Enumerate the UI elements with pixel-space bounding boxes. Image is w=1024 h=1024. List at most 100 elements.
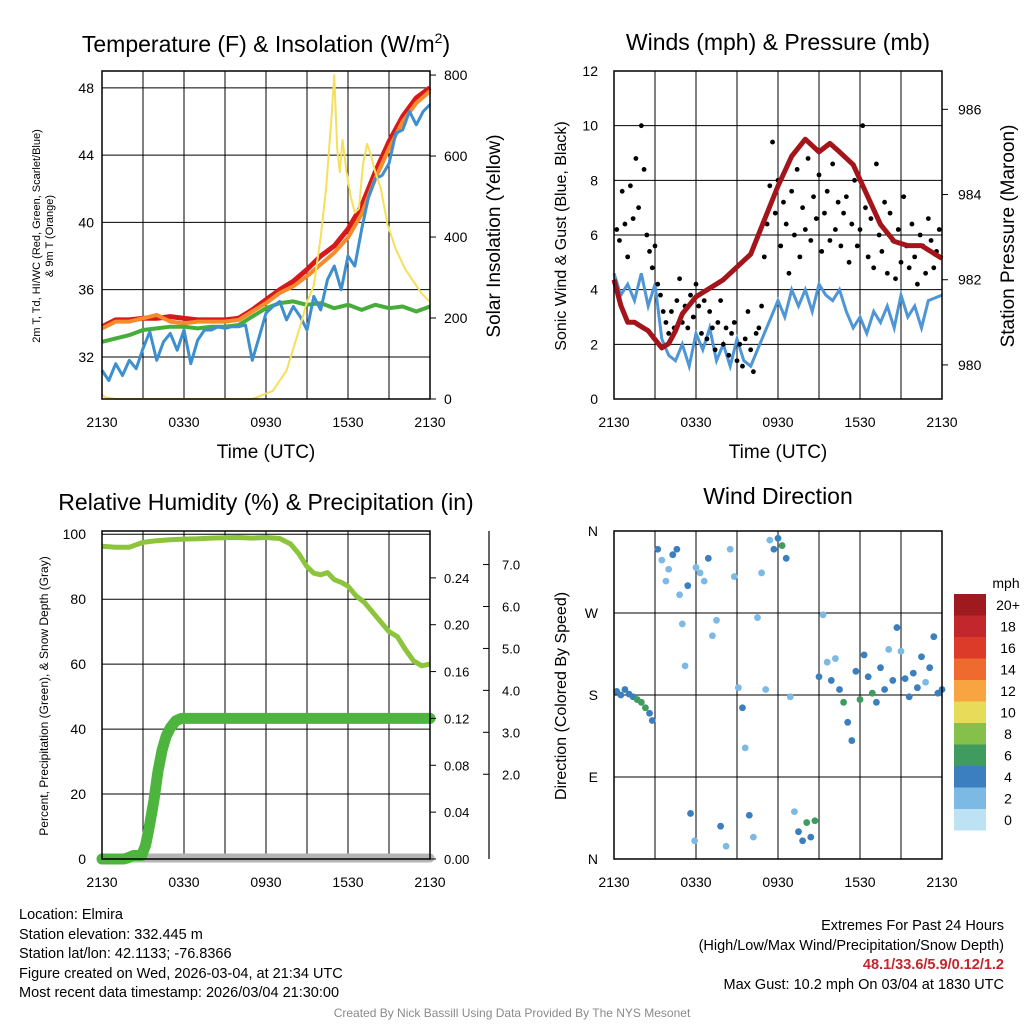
humidity-ylabel: Percent, Precipitation (Green), & Snow D… <box>37 556 51 835</box>
gust-point <box>789 188 795 194</box>
gust-point <box>663 320 669 325</box>
gust-point <box>813 216 819 222</box>
direction-point <box>687 810 694 817</box>
humidity-line <box>101 535 431 669</box>
solar-y2-tick-label: 600 <box>444 148 468 164</box>
solar-y2-tick-label: 800 <box>444 67 468 83</box>
gust-point <box>710 325 715 331</box>
gust-point <box>797 254 803 260</box>
wind-series <box>611 123 944 375</box>
colorbar-swatch <box>954 723 986 745</box>
direction-point <box>704 554 712 562</box>
snow-y3-tick-label: 6.0 <box>502 599 520 614</box>
colorbar-swatch <box>954 594 986 616</box>
rh-x-tick-label: 0930 <box>250 874 281 890</box>
direction-point <box>909 669 917 677</box>
gust-point <box>660 309 666 314</box>
wind-speed-line <box>612 272 943 373</box>
wind-x-tick-label: 2130 <box>926 414 957 430</box>
gust-point <box>816 172 822 178</box>
temperature-ylabel-line-1: 2m T, Td, HI/WC (Red, Green, Scarlet/Blu… <box>31 129 43 343</box>
direction-point <box>745 811 753 819</box>
direction-point <box>658 556 666 564</box>
direction-point <box>700 577 708 585</box>
wind-panel: Winds (mph) & Pressure (mb) 2130 0330 0930… <box>553 29 1019 463</box>
wind-frame <box>613 70 943 400</box>
gust-point <box>748 347 754 353</box>
gust-point <box>772 210 778 216</box>
colorbar-label: 20+ <box>996 597 1020 613</box>
direction-point <box>918 653 925 661</box>
gust-point <box>931 265 937 271</box>
direction-point <box>897 647 905 655</box>
gust-point <box>767 183 773 189</box>
direction-point <box>684 582 692 590</box>
gust-point <box>811 194 816 200</box>
wind-x-tick-label: 0330 <box>680 414 711 430</box>
direction-point <box>864 673 872 681</box>
direction-panel: Wind Direction 2130 0330 0930 1530 2130NESWN… <box>553 483 1020 890</box>
credit-line: Created By Nick Bassill Using Data Provi… <box>333 1006 691 1020</box>
gust-point <box>901 194 907 200</box>
gust-point <box>841 210 846 216</box>
gust-point <box>833 227 838 232</box>
direction-point <box>901 675 909 682</box>
precip-y2-tick-label: 0.00 <box>444 852 469 867</box>
gust-point <box>761 254 767 260</box>
direction-point <box>696 569 704 577</box>
gust-point <box>827 238 833 243</box>
gust-point <box>759 303 764 309</box>
gust-point <box>783 221 789 227</box>
temperature-xlabel: Time (UTC) <box>217 442 316 463</box>
gust-point <box>805 156 811 161</box>
gust-point <box>644 232 650 238</box>
direction-point <box>637 698 645 706</box>
temperature-grid <box>102 71 430 399</box>
gust-point <box>641 167 647 172</box>
gust-point <box>925 216 931 222</box>
gust-point <box>835 199 841 205</box>
gust-point <box>808 238 814 243</box>
colorbar-label: 18 <box>1000 619 1016 635</box>
extremes-box: Extremes For Past 24 Hours (High/Low/Max… <box>699 917 1004 995</box>
dir-y-tick-label: W <box>585 605 599 621</box>
direction-point <box>860 651 868 659</box>
wind-y-tick-label: 6 <box>590 227 598 243</box>
gust-point <box>677 276 682 282</box>
gust-point <box>868 216 874 222</box>
humidity-panel: Relative Humidity (%) & Precipitation (i… <box>37 489 520 890</box>
direction-point <box>868 689 876 697</box>
direction-point <box>815 673 823 681</box>
gust-point <box>863 205 868 211</box>
station-info: Location: Elmira Station elevation: 332.… <box>19 906 343 1004</box>
gust-point <box>674 298 680 303</box>
elevation-text: Station elevation: 332.445 m <box>19 926 203 943</box>
temp-y-tick-label: 48 <box>78 80 94 96</box>
gust-point <box>865 254 871 260</box>
colorbar-label: 0 <box>1004 812 1012 828</box>
colorbar-swatch <box>954 615 986 637</box>
gust-point <box>781 199 786 205</box>
rh-x-tick-label: 1530 <box>332 874 363 890</box>
colorbar-swatch <box>954 787 986 809</box>
direction-point <box>930 633 938 641</box>
direction-point <box>873 698 880 706</box>
gust-point <box>655 281 661 287</box>
gust-point <box>726 352 732 358</box>
temp-x-tick-label: 1530 <box>332 414 363 430</box>
wind-x-tick-label: 0930 <box>762 414 793 430</box>
colorbar-label: 4 <box>1004 769 1012 785</box>
gust-point <box>917 232 923 238</box>
wind-x-tick-label: 1530 <box>844 414 875 430</box>
direction-point <box>782 554 790 562</box>
colorbar-swatch <box>954 701 986 723</box>
colorbar-swatch <box>954 637 986 659</box>
gust-point <box>770 139 775 145</box>
gust-point <box>693 281 699 287</box>
created-text: Figure created on Wed, 2026-03-04, at 21… <box>19 965 343 982</box>
temp-y-tick-label: 40 <box>78 214 94 230</box>
direction-point <box>642 704 649 712</box>
rh-y-tick-label: 20 <box>70 786 86 802</box>
colorbar-swatch <box>954 809 986 831</box>
direction-point <box>881 686 888 693</box>
